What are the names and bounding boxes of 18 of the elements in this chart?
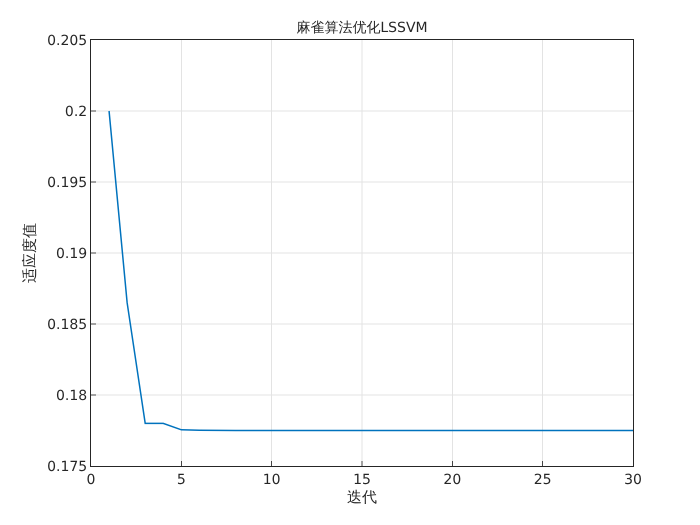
y-tick-label: 0.205	[47, 32, 88, 49]
line-series	[108, 110, 633, 432]
chart-title: 麻雀算法优化LSSVM	[296, 20, 428, 36]
x-tick-label: 10	[262, 472, 281, 488]
y-tick-label: 0.2	[64, 104, 88, 120]
x-tick-label: 25	[534, 472, 552, 488]
y-axis-title: 适应度值	[20, 223, 38, 283]
y-tick-label: 0.19	[56, 246, 88, 262]
y-tick-label: 0.195	[47, 174, 88, 191]
x-tick-label: 0	[86, 472, 96, 488]
x-tick-label: 20	[443, 472, 462, 488]
y-tick-label: 0.185	[47, 316, 88, 333]
x-tick-label: 30	[624, 472, 642, 488]
x-axis-title: 迭代	[347, 488, 377, 506]
y-tick-label: 0.18	[56, 388, 88, 404]
x-tick-label: 15	[353, 472, 371, 488]
x-tick-label: 5	[176, 472, 186, 488]
y-tick-label: 0.175	[47, 458, 88, 475]
